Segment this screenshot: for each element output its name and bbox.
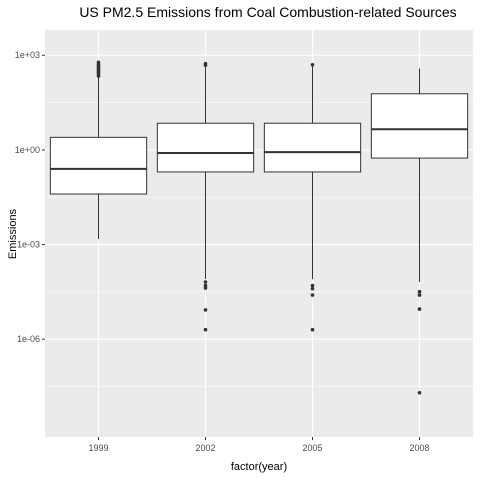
- outlier-point: [417, 307, 422, 311]
- outlier-point: [310, 327, 315, 332]
- outlier-point: [417, 293, 422, 297]
- outlier-point: [203, 327, 208, 332]
- x-tick-label: 2002: [195, 443, 215, 453]
- outlier-point: [310, 62, 315, 67]
- box-iqr: [263, 122, 362, 173]
- box-2008: [370, 68, 469, 395]
- outlier-point: [417, 289, 422, 294]
- box-1999: [49, 60, 148, 239]
- plot-panel: [45, 30, 473, 437]
- box-series: [49, 60, 469, 395]
- box-2002: [156, 61, 255, 332]
- chart-title: US PM2.5 Emissions from Coal Combustion-…: [79, 4, 456, 20]
- x-axis-ticks: 1999 2002 2005 2008: [88, 437, 430, 453]
- x-tick-label: 2005: [302, 443, 322, 453]
- x-axis-title: factor(year): [231, 461, 287, 473]
- y-tick-label: 1e-03: [17, 240, 40, 250]
- x-tick-label: 1999: [88, 443, 108, 453]
- outlier-point: [203, 308, 208, 312]
- y-axis-ticks: 1e+03 1e+00 1e-03 1e-06: [15, 50, 45, 344]
- outlier-point: [96, 60, 101, 65]
- box-iqr: [370, 93, 469, 159]
- box-2005: [263, 62, 362, 332]
- outlier-point: [203, 286, 208, 290]
- box-iqr: [49, 136, 148, 195]
- outlier-point: [203, 61, 208, 66]
- y-tick-label: 1e+00: [15, 145, 40, 155]
- outlier-point: [203, 280, 208, 284]
- outlier-point: [417, 390, 422, 395]
- y-tick-label: 1e+03: [15, 50, 40, 60]
- y-axis-title: Emissions: [7, 208, 19, 259]
- outlier-point: [310, 293, 315, 297]
- outlier-point: [310, 286, 315, 291]
- box-iqr: [156, 122, 255, 173]
- outlier-point: [310, 283, 315, 288]
- x-tick-label: 2008: [409, 443, 429, 453]
- y-tick-label: 1e-06: [17, 334, 40, 344]
